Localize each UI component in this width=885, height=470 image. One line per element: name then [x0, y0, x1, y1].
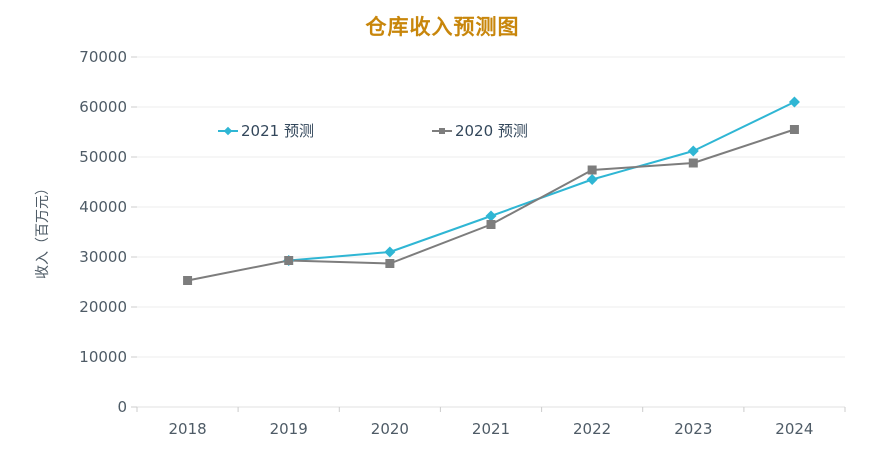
legend-item-2020-forecast[interactable]: 2020 预测 [431, 120, 528, 141]
legend-label-2021: 2021 预测 [241, 122, 314, 140]
svg-text:2021: 2021 [472, 420, 510, 438]
svg-text:10000: 10000 [79, 348, 127, 366]
svg-text:2020: 2020 [371, 420, 409, 438]
svg-text:0: 0 [117, 398, 127, 416]
svg-text:30000: 30000 [79, 248, 127, 266]
svg-text:60000: 60000 [79, 98, 127, 116]
legend: 2021 预测 2020 预测 [218, 120, 528, 141]
svg-text:40000: 40000 [79, 198, 127, 216]
svg-text:2022: 2022 [573, 420, 611, 438]
svg-text:70000: 70000 [79, 48, 127, 66]
square-marker-icon [431, 125, 452, 137]
diamond-marker-icon [218, 125, 238, 137]
svg-text:2023: 2023 [674, 420, 712, 438]
svg-text:2019: 2019 [270, 420, 308, 438]
svg-text:20000: 20000 [79, 298, 127, 316]
svg-text:50000: 50000 [79, 148, 127, 166]
legend-item-2021-forecast[interactable]: 2021 预测 [218, 120, 314, 141]
svg-text:2024: 2024 [775, 420, 813, 438]
chart-title: 仓库收入预测图 [365, 15, 520, 39]
legend-label-2020: 2020 预测 [454, 122, 528, 140]
svg-text:2018: 2018 [169, 420, 207, 438]
